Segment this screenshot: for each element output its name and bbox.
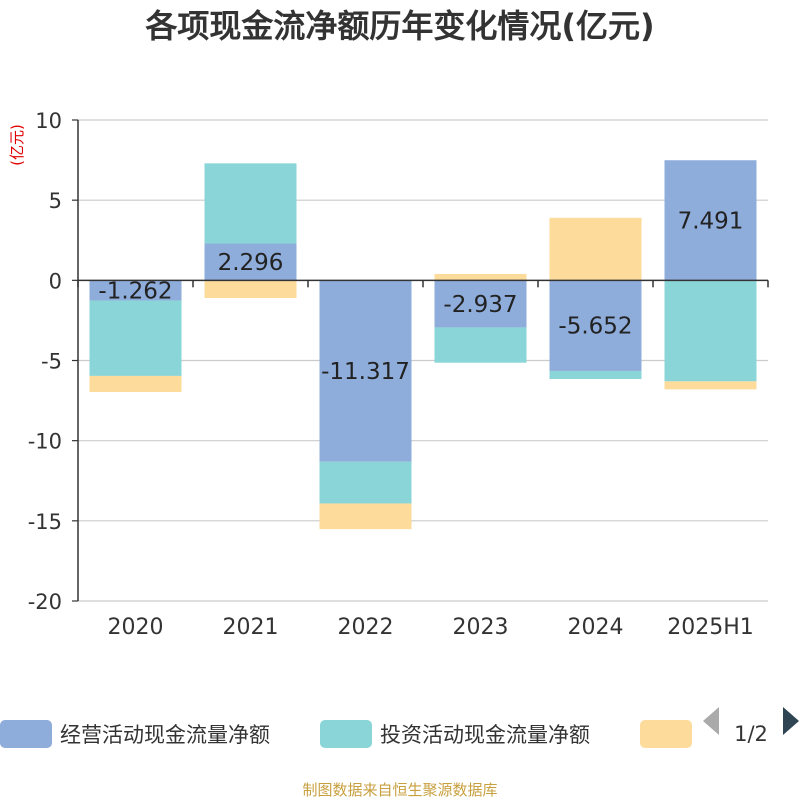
bar-segment — [319, 461, 412, 504]
bar-segment — [549, 370, 642, 379]
data-label: -11.317 — [321, 359, 410, 385]
y-tick-label: 0 — [49, 269, 62, 293]
bar-segment — [204, 243, 297, 281]
bar-segment — [434, 273, 527, 281]
legend-swatch — [320, 720, 372, 748]
x-tick-label: 2025H1 — [667, 615, 754, 640]
y-tick-label: -20 — [28, 590, 62, 614]
x-tick-label: 2020 — [108, 615, 164, 640]
bar-segment — [204, 163, 297, 244]
legend: 经营活动现金流量净额 投资活动现金流量净额 — [0, 720, 692, 748]
gridlines — [78, 119, 768, 602]
legend-label: 经营活动现金流量净额 — [60, 723, 270, 747]
x-tick-label: 2022 — [338, 615, 394, 640]
bar-segment — [89, 375, 182, 392]
data-labels: -1.262 2.296 -11.317 -2.937 -5.652 7.491 — [98, 208, 743, 385]
y-tick-label: -10 — [28, 430, 62, 454]
data-label: 2.296 — [218, 250, 284, 276]
y-axis-ticks: 10 5 0 -5 -10 -15 -20 — [28, 109, 78, 614]
bar-segment — [319, 280, 412, 462]
x-tick-label: 2023 — [453, 615, 509, 640]
x-tick-label: 2021 — [223, 615, 279, 640]
x-axis-ticks: 2020 2021 2022 2023 2024 2025H1 — [108, 615, 754, 640]
chart-title: 各项现金流净额历年变化情况(亿元) — [145, 7, 654, 45]
legend-next-arrow-icon[interactable] — [783, 707, 799, 735]
legend-swatch — [640, 720, 692, 748]
data-label: -2.937 — [443, 292, 517, 318]
bar-segment — [89, 280, 182, 301]
y-tick-label: 5 — [49, 189, 62, 213]
y-tick-label: -15 — [28, 510, 62, 534]
legend-label: 投资活动现金流量净额 — [380, 723, 590, 747]
bar-segment — [319, 503, 412, 530]
bar-segment — [664, 160, 757, 281]
bar-segment — [664, 381, 757, 390]
bar-segment — [434, 327, 527, 363]
data-label: -1.262 — [98, 278, 172, 304]
bar-segment — [664, 280, 757, 382]
bar-segment — [204, 280, 297, 298]
legend-page-indicator: 1/2 — [734, 722, 768, 746]
x-tick-label: 2024 — [568, 615, 624, 640]
bar-segment — [434, 280, 527, 328]
legend-pager: 1/2 — [703, 707, 799, 746]
data-label: 7.491 — [678, 208, 744, 234]
data-label: -5.652 — [558, 314, 632, 340]
bar-segment — [549, 280, 642, 371]
legend-swatch — [0, 720, 52, 748]
y-tick-label: -5 — [41, 350, 62, 374]
bar-segment — [89, 300, 182, 376]
bars — [89, 160, 757, 530]
data-source-note: 制图数据来自恒生聚源数据库 — [302, 781, 497, 799]
y-axis-unit-label: (亿元) — [8, 124, 26, 166]
bar-segment — [549, 217, 642, 281]
y-tick-label: 10 — [35, 109, 62, 133]
legend-prev-arrow-icon[interactable] — [703, 707, 719, 735]
